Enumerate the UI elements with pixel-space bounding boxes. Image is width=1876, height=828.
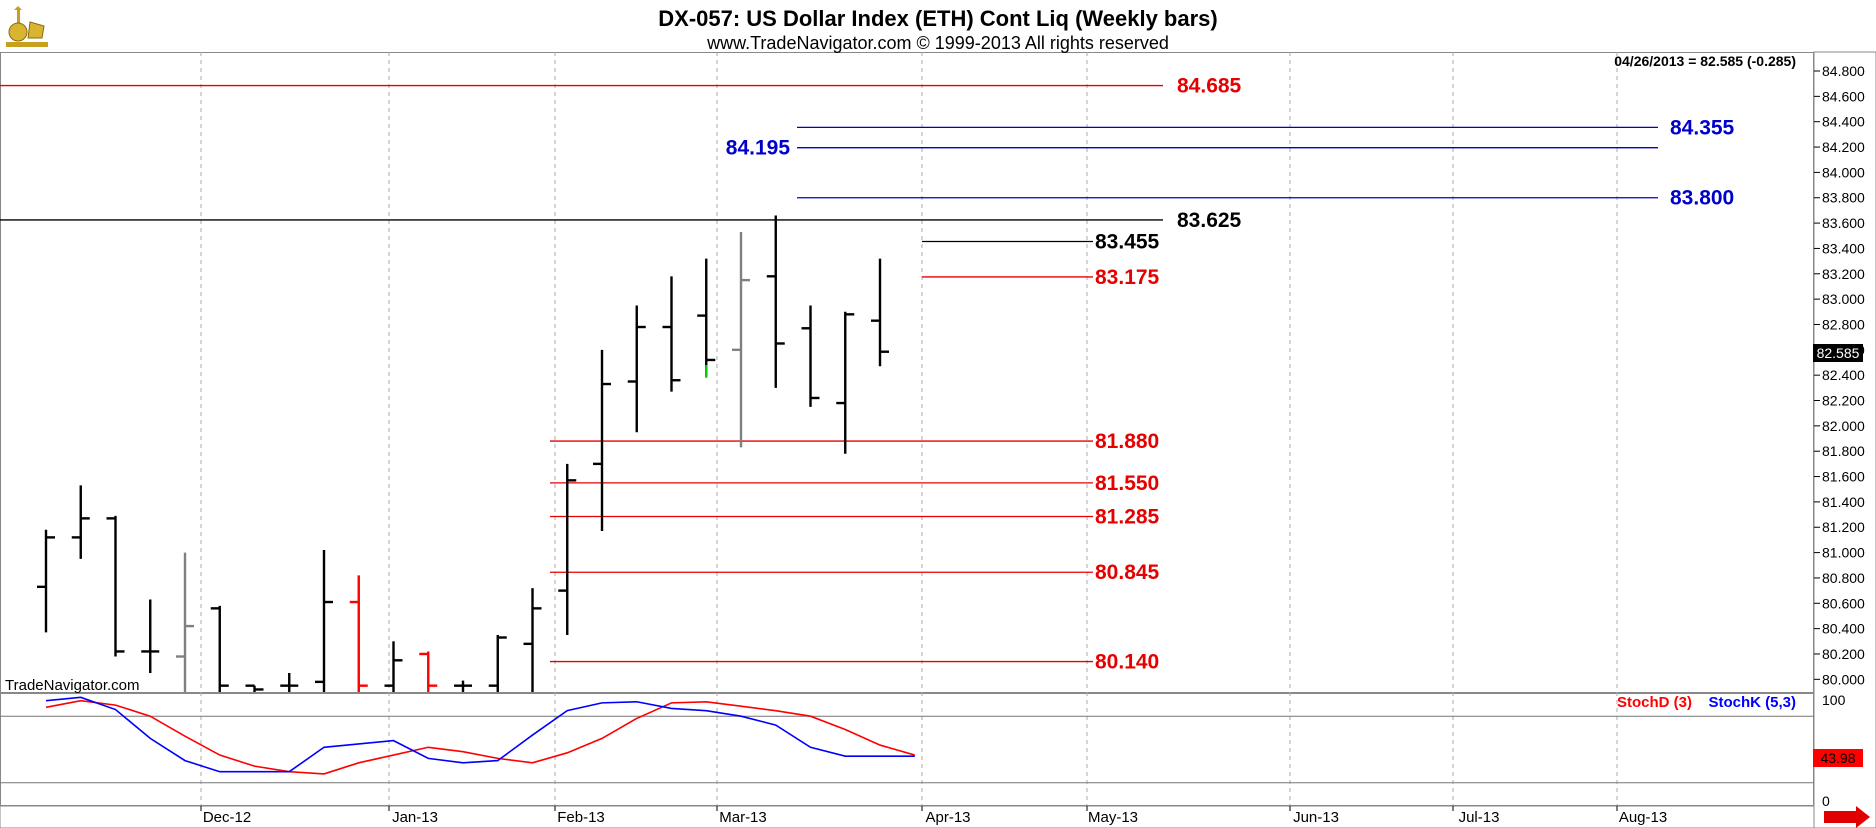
price-tick-label: 80.400 <box>1822 621 1865 637</box>
last-bar-info: 04/26/2013 = 82.585 (-0.285) <box>1614 53 1796 69</box>
price-panel-border <box>0 52 1814 693</box>
price-tick-label: 84.000 <box>1822 164 1865 180</box>
price-tick-label: 81.800 <box>1822 443 1865 459</box>
tradenavigator-logo <box>4 4 50 48</box>
level-label: 84.685 <box>1177 75 1242 98</box>
price-tick-label: 83.400 <box>1822 240 1865 256</box>
price-tick-label: 80.800 <box>1822 570 1865 586</box>
stoch-tick-0: 0 <box>1822 793 1830 809</box>
legend-stochd: StochD (3) <box>1617 694 1692 711</box>
legend-stochk: StochK (5,3) <box>1708 694 1796 711</box>
header-area <box>0 0 1876 56</box>
price-tick-label: 83.600 <box>1822 215 1865 231</box>
price-tick-label: 80.200 <box>1822 646 1865 662</box>
level-label: 84.195 <box>726 137 791 160</box>
level-label: 83.455 <box>1095 230 1160 253</box>
date-tick-label: Aug-13 <box>1619 809 1667 826</box>
ohlc-bars <box>37 215 889 692</box>
price-tick-label: 81.000 <box>1822 545 1865 561</box>
price-tick-label: 80.000 <box>1822 671 1865 687</box>
watermark-text: TradeNavigator.com <box>5 677 140 694</box>
x-axis-strip <box>0 805 1815 828</box>
date-tick-label: Dec-12 <box>203 809 251 826</box>
date-tick-label: Apr-13 <box>925 809 970 826</box>
y-axis-strip <box>1813 51 1876 828</box>
level-label: 81.880 <box>1095 430 1159 453</box>
date-axis-ticks: Dec-12 Jan-13 Feb-13 Mar-13 Apr-13 May-13 Jun-… <box>200 806 1667 826</box>
scroll-right-arrow-icon[interactable] <box>1824 806 1870 828</box>
date-tick-label: Jun-13 <box>1293 809 1339 826</box>
date-tick-label: Jan-13 <box>392 809 438 826</box>
last-price-value: 82.585 <box>1817 345 1860 361</box>
vertical-gridlines <box>0 52 1814 805</box>
price-tick-label: 83.000 <box>1822 291 1865 307</box>
price-tick-label: 81.400 <box>1822 494 1865 510</box>
chart-subtitle: www.TradeNavigator.com © 1999-2013 All r… <box>706 33 1169 53</box>
price-axis-ticks: 84.800 84.600 84.400 84.200 84.000 83.800 83.6… <box>1814 63 1865 687</box>
price-tick-label: 82.800 <box>1822 316 1865 332</box>
price-tick-label: 84.400 <box>1822 114 1865 130</box>
stoch-line <box>45 699 915 775</box>
date-tick-label: Jul-13 <box>1459 809 1500 826</box>
date-tick-label: May-13 <box>1088 809 1138 826</box>
level-lines: 84.685 84.355 84.195 83.800 83.625 83.455 83.1… <box>0 75 1735 674</box>
stoch-line <box>45 696 915 773</box>
date-tick-label: Feb-13 <box>557 809 605 826</box>
stoch-panel-border <box>0 693 1814 806</box>
chart-title: DX-057: US Dollar Index (ETH) Cont Liq (… <box>658 6 1217 31</box>
price-tick-label: 81.200 <box>1822 519 1865 535</box>
price-tick-label: 80.600 <box>1822 595 1865 611</box>
price-tick-label: 84.600 <box>1822 88 1865 104</box>
level-label: 80.845 <box>1095 561 1160 584</box>
last-price-badge <box>1813 344 1863 362</box>
stoch-tick-100: 100 <box>1822 692 1846 708</box>
stoch-last-badge <box>1813 749 1863 767</box>
stochastic-lines <box>45 696 915 775</box>
level-label: 83.175 <box>1095 266 1160 289</box>
level-label: 84.355 <box>1670 116 1735 139</box>
level-label: 81.285 <box>1095 505 1160 528</box>
level-label: 80.140 <box>1095 651 1159 674</box>
level-label: 83.800 <box>1670 187 1734 210</box>
price-tick-label: 82.400 <box>1822 367 1865 383</box>
price-tick-label: 82.200 <box>1822 393 1865 409</box>
price-tick-label: 83.200 <box>1822 266 1865 282</box>
price-tick-label: 84.800 <box>1822 63 1865 79</box>
date-tick-label: Mar-13 <box>719 809 767 826</box>
bars-group <box>37 215 889 692</box>
level-label: 83.625 <box>1177 209 1242 232</box>
price-tick-label: 81.600 <box>1822 469 1865 485</box>
price-tick-label: 84.200 <box>1822 139 1865 155</box>
price-tick-label: 82.000 <box>1822 418 1865 434</box>
level-label: 81.550 <box>1095 472 1159 495</box>
stoch-last-value: 43.98 <box>1820 750 1855 766</box>
price-tick-label: 83.800 <box>1822 190 1865 206</box>
